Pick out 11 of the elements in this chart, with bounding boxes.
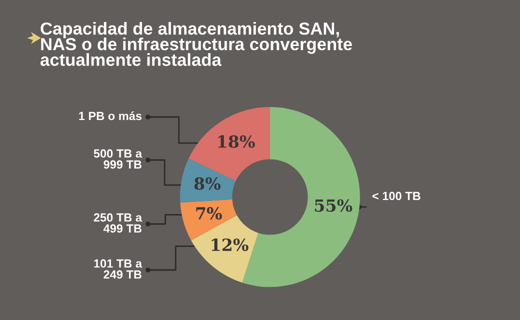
chart-title: Capacidad de almacenamiento SAN, NAS o de infraestructura convergente actualmente instalada (40, 22, 352, 66)
slice-label: 250 TB a 499 TB (94, 213, 142, 233)
data-label: 55% (314, 199, 352, 212)
data-label: 18% (218, 135, 255, 148)
slice-label: < 100 TB (372, 192, 420, 200)
slice-label: 1 PB o más (79, 111, 142, 120)
data-label: 12% (212, 238, 248, 252)
slice-label: 101 TB a 249 TB (94, 259, 142, 279)
data-label: 7% (196, 207, 222, 220)
slice-label: 500 TB a 999 TB (94, 149, 142, 169)
data-label: 8% (194, 177, 221, 190)
